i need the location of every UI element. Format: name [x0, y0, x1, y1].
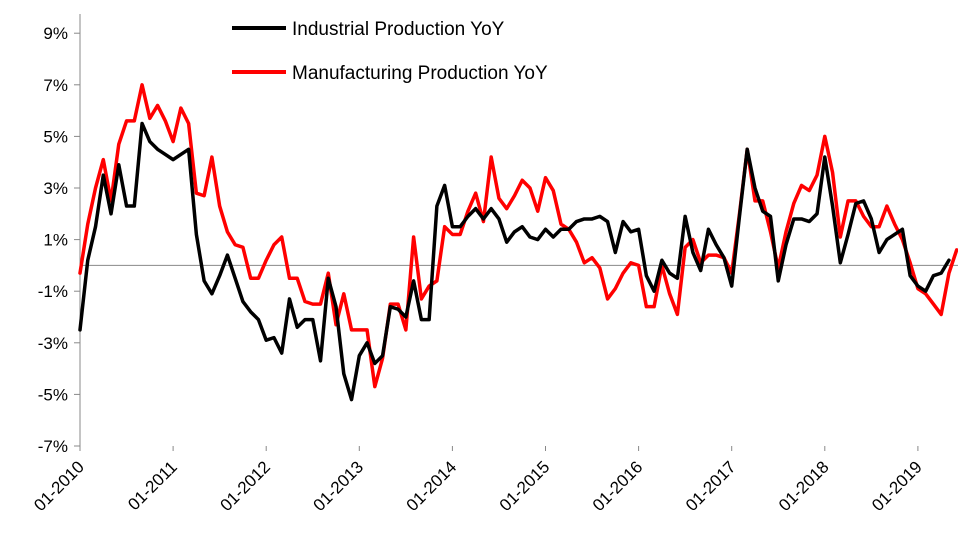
- x-tick-label: 01-2014: [403, 457, 461, 515]
- x-tick-label: 01-2016: [589, 457, 647, 515]
- x-tick-label: 01-2015: [496, 457, 554, 515]
- x-tick-label: 01-2012: [216, 457, 274, 515]
- y-tick-label: -1%: [38, 282, 68, 301]
- y-tick-label: 7%: [43, 76, 68, 95]
- legend-label: Manufacturing Production YoY: [292, 63, 548, 84]
- series-line-manufacturing-production: [78, 83, 958, 389]
- x-tick-label: 01-2019: [868, 457, 926, 515]
- legend: Industrial Production YoY Manufacturing P…: [232, 19, 548, 84]
- x-tick-label: 01-2013: [310, 457, 368, 515]
- x-tick-label: 01-2018: [775, 457, 833, 515]
- x-tick-label: 01-2017: [682, 457, 740, 515]
- y-tick-label: -5%: [38, 385, 68, 404]
- x-tick-label: 01-2011: [124, 457, 181, 514]
- y-tick-label: -3%: [38, 334, 68, 353]
- series-line-industrial-production: [78, 121, 951, 402]
- y-tick-label: 9%: [43, 24, 68, 43]
- legend-label: Industrial Production YoY: [292, 19, 505, 40]
- axes: -7% -5% -3% -1% 1% 3% 5% 7% 9% 01-2010 01-2011 01-2…: [30, 14, 958, 515]
- series-lines: [78, 83, 958, 402]
- x-tick-label: 01-2010: [30, 457, 88, 515]
- y-tick-label: 3%: [43, 179, 68, 198]
- y-tick-label: 1%: [43, 231, 68, 250]
- y-tick-label: -7%: [38, 437, 68, 456]
- y-tick-label: 5%: [43, 127, 68, 146]
